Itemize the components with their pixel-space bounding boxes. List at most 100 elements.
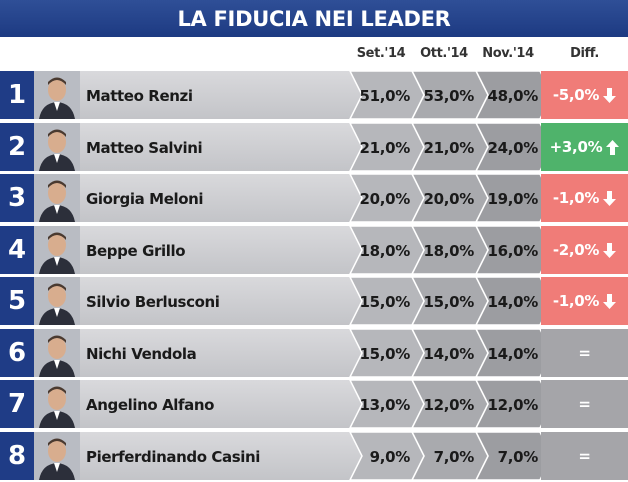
leader-photo bbox=[34, 226, 80, 274]
name-band bbox=[80, 380, 370, 428]
diff-cell: -5,0% bbox=[541, 71, 628, 119]
chart-title: LA FIDUCIA NEI LEADER bbox=[177, 6, 451, 31]
value-cell-shape bbox=[349, 380, 425, 428]
value-oct: 53,0% bbox=[423, 87, 474, 105]
value-sep: 13,0% bbox=[359, 396, 410, 414]
table-row: 7 Angelino Alfano 13,0% 12,0% 12,0% = bbox=[0, 380, 628, 428]
value-nov: 14,0% bbox=[487, 345, 538, 363]
diff-cell: -2,0% bbox=[541, 226, 628, 274]
value-sep: 9,0% bbox=[369, 448, 411, 466]
diff-value: +3,0% bbox=[549, 138, 603, 156]
value-oct: 18,0% bbox=[423, 242, 474, 260]
table-row: 5 Silvio Berlusconi 15,0% 15,0% 14,0% -1,0% bbox=[0, 277, 628, 325]
value-chevrons bbox=[349, 432, 548, 480]
rank-number: 5 bbox=[0, 277, 34, 325]
value-oct: 20,0% bbox=[423, 190, 474, 208]
value-cell-shape bbox=[349, 71, 425, 119]
value-nov: 16,0% bbox=[487, 242, 538, 260]
leader-name: Pierferdinando Casini bbox=[86, 448, 261, 466]
value-chevrons bbox=[349, 277, 548, 325]
arrow-down-icon bbox=[603, 293, 617, 309]
value-cell-shape bbox=[349, 329, 425, 377]
value-nov: 7,0% bbox=[497, 448, 539, 466]
value-sep: 51,0% bbox=[359, 87, 410, 105]
leader-name: Silvio Berlusconi bbox=[86, 293, 220, 311]
arrow-down-icon bbox=[603, 242, 617, 258]
table-row: 8 Pierferdinando Casini 9,0% 7,0% 7,0% = bbox=[0, 432, 628, 480]
arrow-up-icon bbox=[606, 139, 620, 155]
column-header-oct: Ott.'14 bbox=[420, 46, 468, 61]
value-oct: 21,0% bbox=[423, 139, 474, 157]
value-sep: 15,0% bbox=[359, 293, 410, 311]
value-sep: 21,0% bbox=[359, 139, 410, 157]
name-band bbox=[80, 71, 370, 119]
value-chevrons bbox=[349, 329, 548, 377]
value-cell-shape bbox=[349, 432, 425, 480]
leader-photo bbox=[34, 277, 80, 325]
value-cell-shape bbox=[349, 123, 425, 171]
value-oct: 15,0% bbox=[423, 293, 474, 311]
leader-name: Giorgia Meloni bbox=[86, 190, 204, 208]
value-cell-shape bbox=[349, 226, 425, 274]
leader-name: Nichi Vendola bbox=[86, 345, 197, 363]
table-row: 4 Beppe Grillo 18,0% 18,0% 16,0% -2,0% bbox=[0, 226, 628, 274]
table-row: 6 Nichi Vendola 15,0% 14,0% 14,0% = bbox=[0, 329, 628, 377]
column-header-nov: Nov.'14 bbox=[482, 46, 534, 61]
value-oct: 7,0% bbox=[433, 448, 475, 466]
leader-name: Matteo Renzi bbox=[86, 87, 193, 105]
table-row: 2 Matteo Salvini 21,0% 21,0% 24,0% +3,0% bbox=[0, 123, 628, 171]
title-bar: LA FIDUCIA NEI LEADER bbox=[0, 0, 628, 37]
diff-cell: = bbox=[541, 432, 628, 480]
leader-photo bbox=[34, 174, 80, 222]
arrow-down-icon bbox=[603, 87, 617, 103]
rank-number: 1 bbox=[0, 71, 34, 119]
leader-photo bbox=[34, 380, 80, 428]
diff-value: = bbox=[578, 344, 591, 362]
value-chevrons bbox=[349, 71, 548, 119]
value-chevrons bbox=[349, 380, 548, 428]
diff-cell: -1,0% bbox=[541, 277, 628, 325]
leader-name: Matteo Salvini bbox=[86, 139, 203, 157]
value-sep: 20,0% bbox=[359, 190, 410, 208]
leader-name: Angelino Alfano bbox=[86, 396, 215, 414]
leader-photo bbox=[34, 71, 80, 119]
diff-value: -1,0% bbox=[552, 189, 600, 207]
column-header-sep: Set.'14 bbox=[356, 46, 406, 61]
diff-cell: = bbox=[541, 380, 628, 428]
rank-number: 2 bbox=[0, 123, 34, 171]
value-sep: 18,0% bbox=[359, 242, 410, 260]
diff-value: -2,0% bbox=[552, 241, 600, 259]
value-sep: 15,0% bbox=[359, 345, 410, 363]
name-band bbox=[80, 123, 370, 171]
value-oct: 14,0% bbox=[423, 345, 474, 363]
rank-number: 8 bbox=[0, 432, 34, 480]
name-band bbox=[80, 226, 370, 274]
value-chevrons bbox=[349, 226, 548, 274]
value-oct: 12,0% bbox=[423, 396, 474, 414]
arrow-down-icon bbox=[603, 190, 617, 206]
diff-value: = bbox=[578, 395, 591, 413]
rank-number: 3 bbox=[0, 174, 34, 222]
value-cell-shape bbox=[349, 174, 425, 222]
name-band bbox=[80, 329, 370, 377]
diff-value: = bbox=[578, 447, 591, 465]
leader-photo bbox=[34, 123, 80, 171]
diff-cell: = bbox=[541, 329, 628, 377]
value-nov: 48,0% bbox=[487, 87, 538, 105]
diff-value: -5,0% bbox=[552, 86, 600, 104]
value-nov: 12,0% bbox=[487, 396, 538, 414]
leader-photo bbox=[34, 432, 80, 480]
value-chevrons bbox=[349, 123, 548, 171]
rank-number: 6 bbox=[0, 329, 34, 377]
value-cell-shape bbox=[349, 277, 425, 325]
rank-number: 4 bbox=[0, 226, 34, 274]
value-chevrons bbox=[349, 174, 548, 222]
leader-name: Beppe Grillo bbox=[86, 242, 186, 260]
diff-cell: -1,0% bbox=[541, 174, 628, 222]
name-band bbox=[80, 432, 370, 480]
diff-cell: +3,0% bbox=[541, 123, 628, 171]
name-band bbox=[80, 277, 370, 325]
diff-value: -1,0% bbox=[552, 292, 600, 310]
value-nov: 14,0% bbox=[487, 293, 538, 311]
value-nov: 24,0% bbox=[487, 139, 538, 157]
